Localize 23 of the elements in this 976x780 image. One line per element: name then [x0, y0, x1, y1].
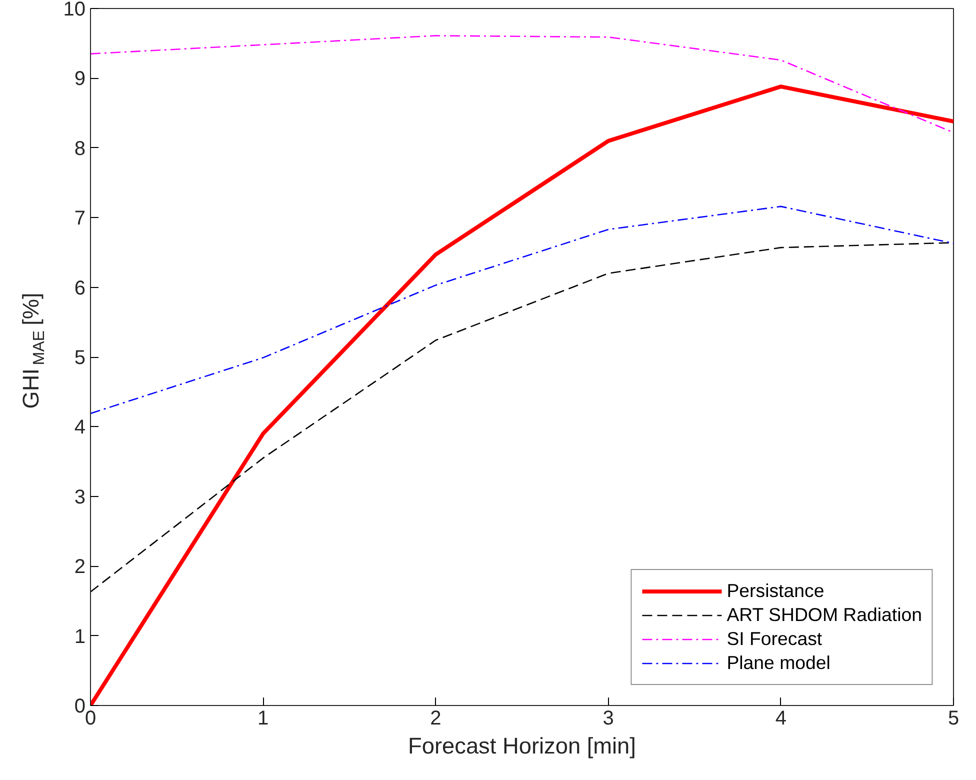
y-tick-label: 4 [74, 416, 86, 439]
y-tick-label: 2 [74, 556, 86, 578]
y-tick-label: 8 [74, 138, 86, 160]
x-tick-label: 1 [258, 708, 269, 730]
x-tick-label: 4 [775, 708, 786, 730]
x-tick-label: 2 [430, 708, 442, 730]
y-tick-label: 9 [74, 68, 86, 90]
y-tick-label: 5 [74, 347, 86, 369]
y-tick-label: 3 [74, 486, 86, 508]
y-tick-label: 1 [74, 626, 86, 648]
line-series [90, 206, 954, 414]
line-series [90, 35, 954, 134]
x-axis-title: Forecast Horizon [min] [408, 732, 636, 758]
y-tick-label: 10 [63, 0, 86, 20]
legend-label: ART SHDOM Radiation [726, 604, 922, 626]
y-tick-label: 6 [74, 277, 86, 300]
y-axis-title: GHIMAE [%] [18, 292, 48, 409]
legend-label: Persistance [726, 580, 824, 602]
x-tick-label: 5 [948, 708, 960, 730]
y-tick-label: 7 [74, 208, 86, 230]
legend-label: SI Forecast [726, 628, 822, 650]
x-tick-label: 3 [602, 708, 614, 730]
legend-label: Plane model [726, 652, 830, 674]
